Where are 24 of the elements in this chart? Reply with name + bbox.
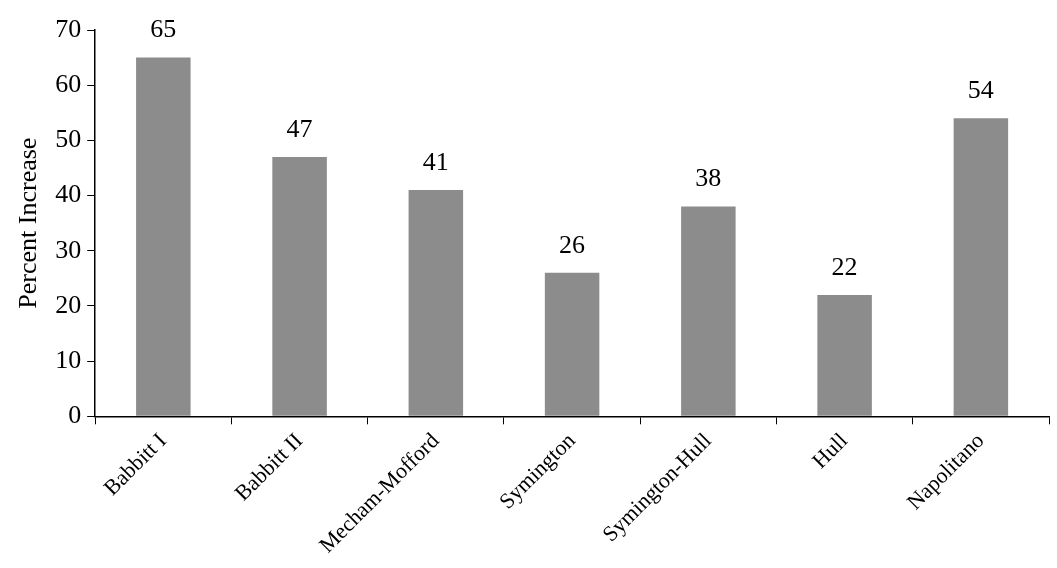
bar	[817, 294, 872, 416]
data-label: 26	[559, 229, 586, 259]
data-label: 38	[695, 163, 722, 193]
y-tick-label: 0	[68, 400, 82, 430]
y-tick-label: 70	[55, 13, 82, 43]
data-label: 22	[831, 251, 858, 281]
x-tick-label: Hull	[806, 427, 853, 473]
data-label: 65	[150, 14, 177, 44]
y-axis-title: Percent Increase	[13, 137, 43, 309]
y-tick-label: 50	[55, 124, 82, 154]
bar	[681, 206, 736, 416]
y-tick-label: 20	[55, 289, 82, 319]
y-tick-label: 10	[55, 344, 82, 374]
bar	[544, 272, 600, 416]
y-tick-label: 30	[55, 234, 82, 264]
bar	[272, 156, 327, 416]
data-label: 54	[967, 75, 994, 105]
y-tick-label: 60	[55, 69, 82, 99]
y-tick-label: 40	[55, 179, 82, 209]
bar	[408, 190, 464, 416]
data-label: 41	[422, 146, 449, 176]
bar	[953, 118, 1009, 416]
bar	[136, 57, 191, 416]
data-label: 47	[286, 113, 313, 143]
